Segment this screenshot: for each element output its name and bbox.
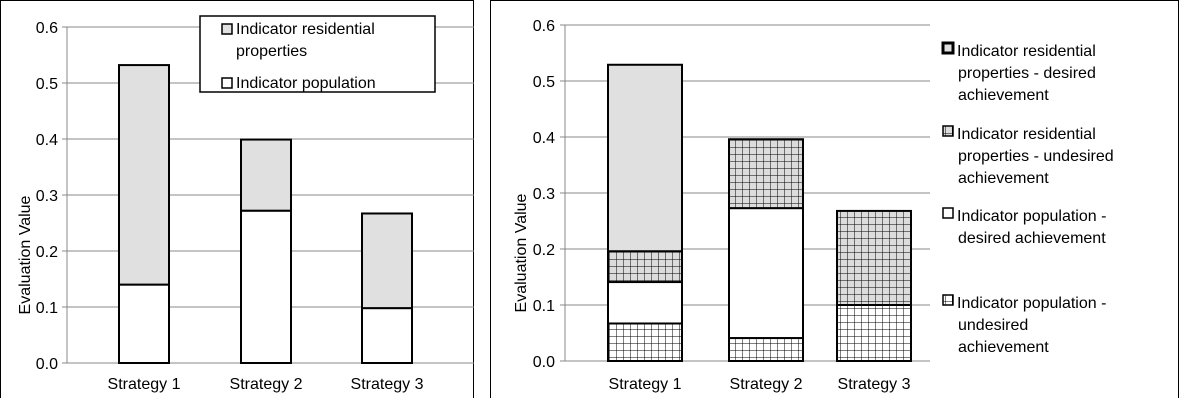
legend-label: Indicator population (236, 75, 376, 92)
y-tick-label: 0.1 (533, 298, 555, 315)
y-tick-label: 0.1 (36, 300, 58, 317)
bar-segment (118, 64, 170, 286)
y-tick-label: 0.0 (533, 354, 555, 371)
legend-swatch (942, 207, 954, 219)
x-tick-label: Strategy 3 (351, 376, 424, 393)
bar-segment (728, 337, 804, 363)
bar-segment (361, 212, 413, 310)
legend-label: Indicator population - (957, 295, 1106, 312)
chart-frame (0, 0, 474, 398)
legend-swatch (221, 77, 233, 89)
y-axis-title: Evaluation Value (17, 195, 34, 314)
bar-segment (607, 63, 683, 253)
legend-box (199, 15, 436, 93)
chart-frame (490, 0, 1179, 398)
legend-label: achievement (958, 170, 1049, 187)
bar-segment (836, 209, 912, 306)
y-tick-label: 0.3 (533, 186, 555, 203)
bar-segment (607, 281, 683, 325)
legend-swatch (942, 294, 954, 306)
x-tick-label: Strategy 3 (838, 376, 911, 393)
bar-segment (240, 138, 292, 212)
y-tick-label: 0.4 (36, 132, 58, 149)
legend-label: properties - desired (958, 65, 1096, 82)
bar-segment (361, 307, 413, 364)
bar-segment (607, 322, 683, 363)
y-tick-label: 0.3 (36, 188, 58, 205)
legend-swatch (942, 125, 954, 137)
legend-label: achievement (958, 339, 1049, 356)
x-tick-label: Strategy 1 (108, 376, 181, 393)
legend-label: Indicator residential (957, 43, 1096, 60)
x-tick-label: Strategy 1 (609, 376, 682, 393)
y-tick-label: 0.6 (36, 20, 58, 37)
chart-right: 0.0 0.1 0.2 0.3 0.4 0.5 0.6 Evaluation Value Str… (490, 0, 1179, 398)
y-tick-label: 0.5 (36, 76, 58, 93)
legend-label: undesired (958, 317, 1028, 334)
chart-left: 0.0 0.1 0.2 0.3 0.4 0.5 0.6 Evaluation Value Str… (0, 0, 474, 398)
x-tick-label: Strategy 2 (230, 376, 303, 393)
y-tick-label: 0.5 (533, 74, 555, 91)
legend-label: properties (236, 43, 307, 60)
legend-label: Indicator residential (236, 21, 375, 38)
bar-segment (728, 138, 804, 210)
y-tick-label: 0.2 (533, 242, 555, 259)
bar-segment (118, 283, 170, 365)
y-tick-label: 0.6 (533, 18, 555, 35)
legend-label: Indicator population - (957, 208, 1106, 225)
y-tick-label: 0.4 (533, 130, 555, 147)
legend-swatch (221, 23, 233, 35)
y-tick-label: 0.0 (36, 356, 58, 373)
y-axis-title: Evaluation Value (513, 193, 530, 312)
bar-segment (607, 250, 683, 284)
legend-label: desired achievement (958, 230, 1106, 247)
y-tick-label: 0.2 (36, 244, 58, 261)
legend-label: achievement (958, 87, 1049, 104)
legend-label: Indicator residential (957, 126, 1096, 143)
legend-swatch (941, 41, 955, 55)
bar-segment (836, 304, 912, 362)
x-tick-label: Strategy 2 (730, 376, 803, 393)
bar-segment (240, 209, 292, 364)
bar-segment (728, 207, 804, 340)
legend-label: properties - undesired (958, 148, 1114, 165)
